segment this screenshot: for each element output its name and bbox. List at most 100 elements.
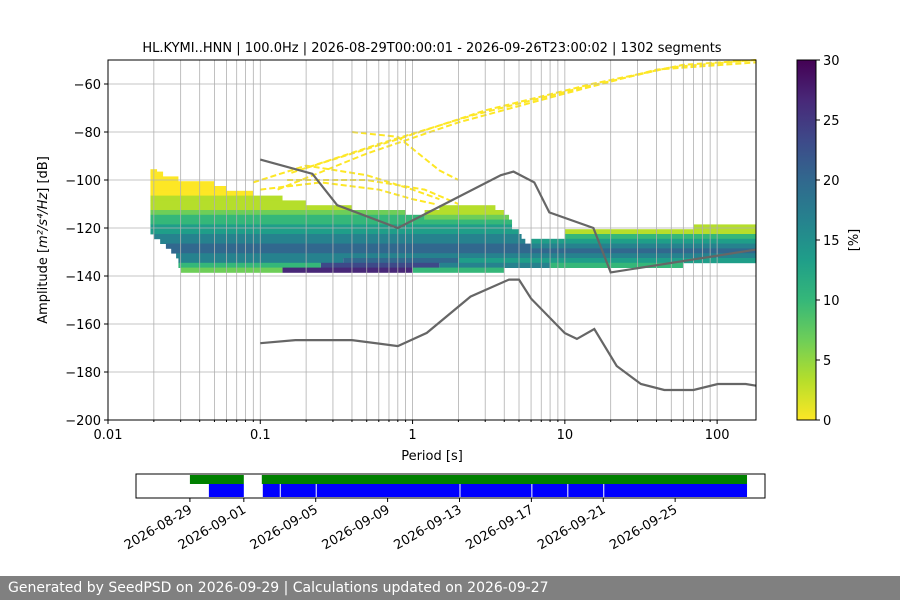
psd-coverage-bar xyxy=(316,484,460,497)
noise-model-line xyxy=(260,278,757,392)
data-coverage-bars xyxy=(189,475,748,484)
y-tick-label: −80 xyxy=(74,126,101,141)
psd-density-cell xyxy=(531,243,756,249)
psd-plot: 0.01 0.1 1 10 100 −60 −80 −100 −120 −140 −160 −180… xyxy=(36,59,757,464)
y-axis-label-suffix: ] [dB] xyxy=(36,156,51,193)
noise-models-layer xyxy=(260,158,757,392)
psd-density-cell xyxy=(439,262,551,268)
y-tick-label: −60 xyxy=(74,78,101,93)
chart-title: HL.KYMI..HNN | 100.0Hz | 2026-08-29T00:0… xyxy=(142,41,721,56)
psd-density-cell xyxy=(150,219,513,225)
psd-density-cell xyxy=(424,214,510,220)
spurious-line xyxy=(351,131,459,181)
colorbar-tick-label: 20 xyxy=(823,174,840,189)
colorbar-tick-label: 10 xyxy=(823,294,840,309)
y-axis-label: Amplitude [m²/s⁴/Hz] [dB] xyxy=(36,156,51,324)
footer-text: Generated by SeedPSD on 2026-09-29 | Cal… xyxy=(8,580,549,596)
psd-density-cell xyxy=(320,262,440,268)
psd-coverage-bar xyxy=(604,484,748,497)
spurious-line xyxy=(291,59,757,174)
psd-coverage-bar xyxy=(208,484,244,497)
psd-density-cell xyxy=(150,176,179,182)
colorbar-tick-label: 25 xyxy=(823,114,840,129)
psd-density-cell xyxy=(150,200,307,206)
psd-coverage-bar xyxy=(262,484,280,497)
x-axis-ticks: 0.01 0.1 1 10 100 xyxy=(94,420,730,443)
data-coverage-bar xyxy=(189,475,244,484)
spurious-line xyxy=(277,61,757,191)
timeline-tick-label: 2026-09-21 xyxy=(535,502,608,553)
psd-density-cell xyxy=(150,229,520,235)
psd-density-cell xyxy=(150,190,254,196)
timeline-tick-label: 2026-09-17 xyxy=(463,502,536,553)
psd-density-cell xyxy=(150,186,227,192)
psd-density-cell xyxy=(150,210,406,216)
psd-density-cell xyxy=(531,238,756,244)
y-axis-label-prefix: Amplitude [ xyxy=(36,248,51,324)
psd-density-cell xyxy=(153,234,522,240)
timeline-tick-label: 2026-09-05 xyxy=(248,502,321,553)
timeline-frame xyxy=(135,473,766,499)
x-tick-label: 10 xyxy=(557,428,574,443)
psd-density-cell xyxy=(550,262,684,268)
psd-density-cell xyxy=(282,267,413,273)
y-tick-label: −100 xyxy=(65,174,101,189)
timeline-tick-label: 2026-09-25 xyxy=(607,502,680,553)
timeline-tick-label: 2026-09-13 xyxy=(392,502,465,553)
psd-coverage-bar xyxy=(280,484,316,497)
psd-density-cell xyxy=(150,224,513,230)
psd-density-cell xyxy=(165,243,532,249)
y-tick-label: −120 xyxy=(65,222,101,237)
psd-density-cell xyxy=(171,248,756,254)
y-tick-label: −140 xyxy=(65,270,101,285)
spurious-line xyxy=(252,164,440,201)
y-axis-label-units: m²/s⁴/Hz xyxy=(36,192,51,248)
footer-bar: Generated by SeedPSD on 2026-09-29 | Cal… xyxy=(0,576,900,600)
psd-density-cell xyxy=(343,258,459,264)
psd-density-cell xyxy=(180,267,283,273)
psd-density-cell xyxy=(564,229,756,235)
psd-density-cell xyxy=(178,262,321,268)
colorbar-tick-label: 5 xyxy=(823,354,831,369)
psd-coverage-bars xyxy=(208,484,748,497)
x-tick-label: 100 xyxy=(705,428,730,443)
noise-model-line xyxy=(260,158,757,274)
y-tick-label: −160 xyxy=(65,318,101,333)
colorbar-tick-label: 30 xyxy=(823,54,840,69)
psd-density-cell xyxy=(150,205,352,211)
colorbar-ticks: 0 5 10 15 20 25 30 xyxy=(816,54,840,429)
spurious-line xyxy=(305,59,757,169)
y-tick-label: −180 xyxy=(65,366,101,381)
x-tick-label: 0.01 xyxy=(94,428,123,443)
colorbar-tick-label: 0 xyxy=(823,414,831,429)
data-coverage-bar xyxy=(261,475,748,484)
psd-density-cell xyxy=(439,205,496,211)
psd-density-cell xyxy=(176,253,756,259)
psd-coverage-bar xyxy=(532,484,568,497)
psd-density-cell xyxy=(150,171,164,177)
psd-density-cell xyxy=(693,224,756,230)
x-tick-label: 1 xyxy=(408,428,416,443)
y-axis-ticks: −60 −80 −100 −120 −140 −160 −180 −200 xyxy=(65,78,108,429)
x-axis-label: Period [s] xyxy=(401,449,463,464)
psd-density-cell xyxy=(178,258,344,264)
y-tick-label: −200 xyxy=(65,414,101,429)
psd-density-cell xyxy=(564,234,756,240)
psd-coverage-bar xyxy=(568,484,604,497)
psd-density-cell xyxy=(424,210,505,216)
colorbar-tick-label: 15 xyxy=(823,234,840,249)
plot-frame xyxy=(107,59,757,421)
x-tick-label: 0.1 xyxy=(250,428,271,443)
colorbar-label: [%] xyxy=(847,229,862,252)
psd-density-cell xyxy=(160,238,526,244)
psd-density-cell xyxy=(150,214,425,220)
timeline-ticks: 2026-08-292026-09-012026-09-052026-09-09… xyxy=(122,498,680,553)
coverage-timeline: 2026-08-292026-09-012026-09-052026-09-09… xyxy=(122,473,766,553)
colorbar: 0 5 10 15 20 25 30 [%] xyxy=(796,54,862,429)
colorbar-gradient xyxy=(796,59,817,421)
psd-coverage-bar xyxy=(460,484,532,497)
grid-layer xyxy=(107,60,756,421)
psd-density-cell xyxy=(150,181,215,187)
psd-density-cell xyxy=(150,195,283,201)
